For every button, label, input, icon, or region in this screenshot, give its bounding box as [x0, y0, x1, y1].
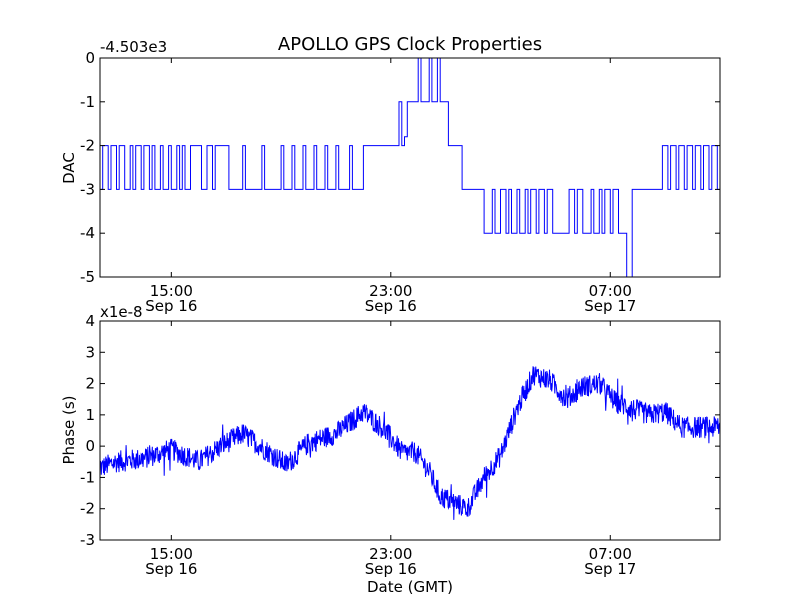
y-tick-label: 0 — [85, 437, 95, 455]
x-tick-label-time: 07:00 — [589, 545, 632, 563]
x-tick-label-date: Sep 17 — [584, 297, 636, 315]
chart-title: APOLLO GPS Clock Properties — [278, 34, 542, 55]
x-tick-label-date: Sep 16 — [365, 297, 417, 315]
y-tick-label: -2 — [80, 500, 95, 518]
phase-panel: x1e-8 Phase (s) Date (GMT) 4 3 2 1 0 -1 -2 -3 15… — [60, 303, 721, 596]
axes-frame — [99, 320, 721, 541]
x-tick-label-date: Sep 16 — [145, 560, 197, 578]
x-tick-label-time: 15:00 — [150, 545, 193, 563]
y-tick-label: -5 — [80, 268, 95, 286]
y-tick-label: -3 — [80, 531, 95, 549]
series-line-dac — [100, 58, 720, 277]
x-axis-label: Date (GMT) — [367, 578, 453, 596]
phase-offset-label: x1e-8 — [100, 303, 143, 321]
y-tick-label: -1 — [80, 468, 95, 486]
dac-offset-label: -4.503e3 — [100, 38, 167, 56]
phase-y-axis-label: Phase (s) — [60, 395, 78, 464]
x-tick-label-date: Sep 16 — [365, 560, 417, 578]
x-tick-label-time: 07:00 — [589, 282, 632, 300]
y-tick-label: 4 — [85, 312, 95, 330]
x-tick-label-time: 23:00 — [369, 282, 412, 300]
y-tick-label: 1 — [85, 406, 95, 424]
x-tick-label-time: 23:00 — [369, 545, 412, 563]
y-tick-label: 2 — [85, 375, 95, 393]
axes-frame — [99, 57, 721, 278]
x-tick-label-date: Sep 16 — [145, 297, 197, 315]
dac-y-axis-label: DAC — [60, 152, 78, 184]
x-tick-label-date: Sep 17 — [584, 560, 636, 578]
x-tick-label-time: 15:00 — [150, 282, 193, 300]
y-tick-label: 3 — [85, 343, 95, 361]
y-tick-label: -3 — [80, 180, 95, 198]
series-line-phase — [100, 366, 720, 520]
y-tick-label: -1 — [80, 93, 95, 111]
y-tick-label: -2 — [80, 137, 95, 155]
y-tick-label: 0 — [85, 49, 95, 67]
y-tick-label: -4 — [80, 224, 95, 242]
